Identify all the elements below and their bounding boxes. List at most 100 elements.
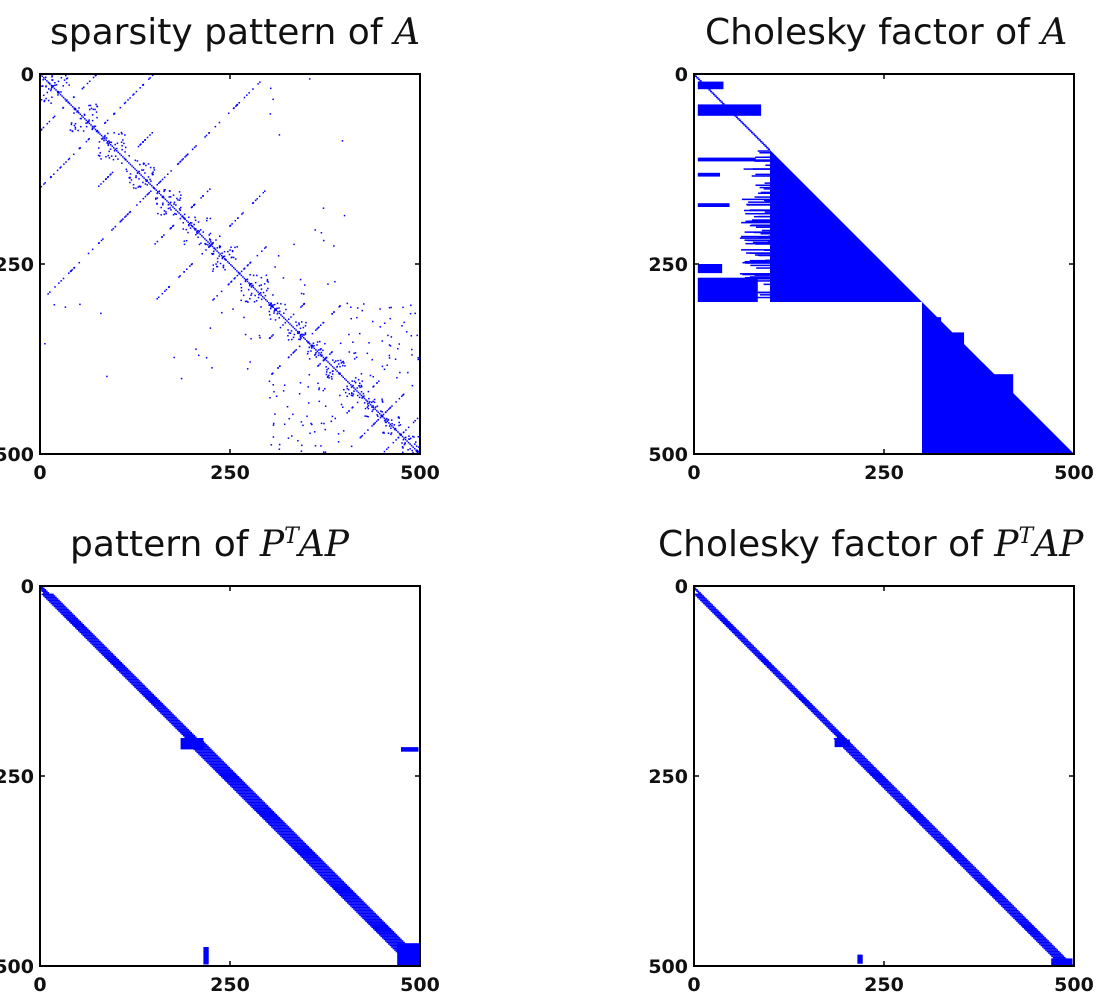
nonzero-dot [298,323,301,326]
nonzero-dot [260,276,263,279]
nonzero-dot [278,448,281,450]
band-dot [888,792,902,795]
diagonal-dot [312,346,314,348]
nonzero-dot [353,358,356,360]
nonzero-dot [363,303,365,305]
nonzero-dot [110,173,112,175]
diagonal-dot [106,140,109,143]
nonzero-dot [130,179,133,181]
band-dot [88,640,101,643]
diagonal-dot [155,189,158,192]
diagonal-dot [268,302,270,304]
fill-dot [741,221,770,224]
fill-dot [747,204,770,206]
diagonal-dot [392,426,395,429]
nonzero-dot [64,74,67,77]
band-dot [371,926,390,928]
nonzero-dot [381,401,384,403]
nonzero-dot [202,231,204,233]
nonzero-dot [148,78,150,80]
nonzero-dot [113,112,116,115]
nonzero-dot [363,432,366,435]
diagonal-dot [269,303,272,306]
band-dot [208,763,227,766]
panel-2-title: Cholesky factor of A [705,12,1067,53]
nonzero-dot [111,229,113,231]
band-dot [1017,921,1031,924]
nonzero-dot [250,292,253,295]
nonzero-dot [133,93,135,95]
band-dot [993,897,1007,900]
band-dot [383,938,402,941]
band-dot [117,669,130,672]
nonzero-dot [119,106,122,109]
diagonal-dot [41,75,44,78]
nonzero-dot [205,243,207,245]
fill-dot [764,211,770,213]
band-dot [363,918,382,921]
x-tick-label: 500 [400,462,440,484]
diagonal-dot [694,75,698,78]
nonzero-dot [379,326,382,328]
diagonal-dot [226,260,229,263]
diagonal-dot [257,291,259,293]
x-tick-label: 0 [687,462,700,484]
nonzero-dot [85,140,88,143]
band-dot [762,662,771,664]
nonzero-dot [248,92,250,94]
nonzero-dot [42,94,45,97]
diagonal-dot [696,77,699,79]
nonzero-dot [178,191,181,193]
diagonal-dot [158,192,161,195]
diagonal-dot [298,332,300,334]
nonzero-dot [398,397,401,400]
nonzero-dot [218,121,221,124]
nonzero-dot [243,316,245,319]
nonzero-dot [51,96,53,98]
diagonal-dot [213,247,215,249]
nonzero-dot [192,204,195,207]
band-dot [955,859,969,862]
nonzero-dot [173,203,175,205]
y-tick-label: 250 [648,766,688,788]
band-dot [760,660,770,662]
diagonal-dot [157,191,159,193]
band-dot [861,765,875,767]
nonzero-dot [197,221,200,223]
diagonal-dot [321,355,323,357]
nonzero-dot [120,141,123,143]
nonzero-dot [182,222,185,224]
diagonal-dot [371,405,373,407]
nonzero-dot [119,221,121,223]
band-dot [1016,920,1030,922]
nonzero-dot [163,210,166,212]
band-dot [771,671,780,673]
band-dot [316,871,335,874]
band-dot [1045,949,1059,951]
nonzero-dot [185,154,188,157]
nonzero-dot [269,337,271,339]
band-dot [865,769,879,772]
nonzero-dot [414,441,417,443]
diagonal-dot [333,367,335,369]
nonzero-dot [123,142,125,145]
nonzero-dot [273,310,276,312]
band-dot [41,590,48,593]
diagonal-dot [68,102,71,105]
nonzero-dot [261,250,263,252]
nonzero-dot [255,299,258,302]
diagonal-dot [202,236,205,239]
diagonal-dot [91,125,94,128]
nonzero-dot [389,406,392,409]
nonzero-dot [190,263,193,266]
nonzero-dot [279,365,281,367]
band-dot [871,776,885,778]
nonzero-dot [260,284,263,286]
nonzero-dot [269,314,271,316]
band-dot [307,862,326,865]
nonzero-dot [63,163,65,165]
band-dot [167,719,180,722]
nonzero-dot [104,121,107,124]
band-dot [979,883,993,886]
fill-dot [763,188,770,190]
